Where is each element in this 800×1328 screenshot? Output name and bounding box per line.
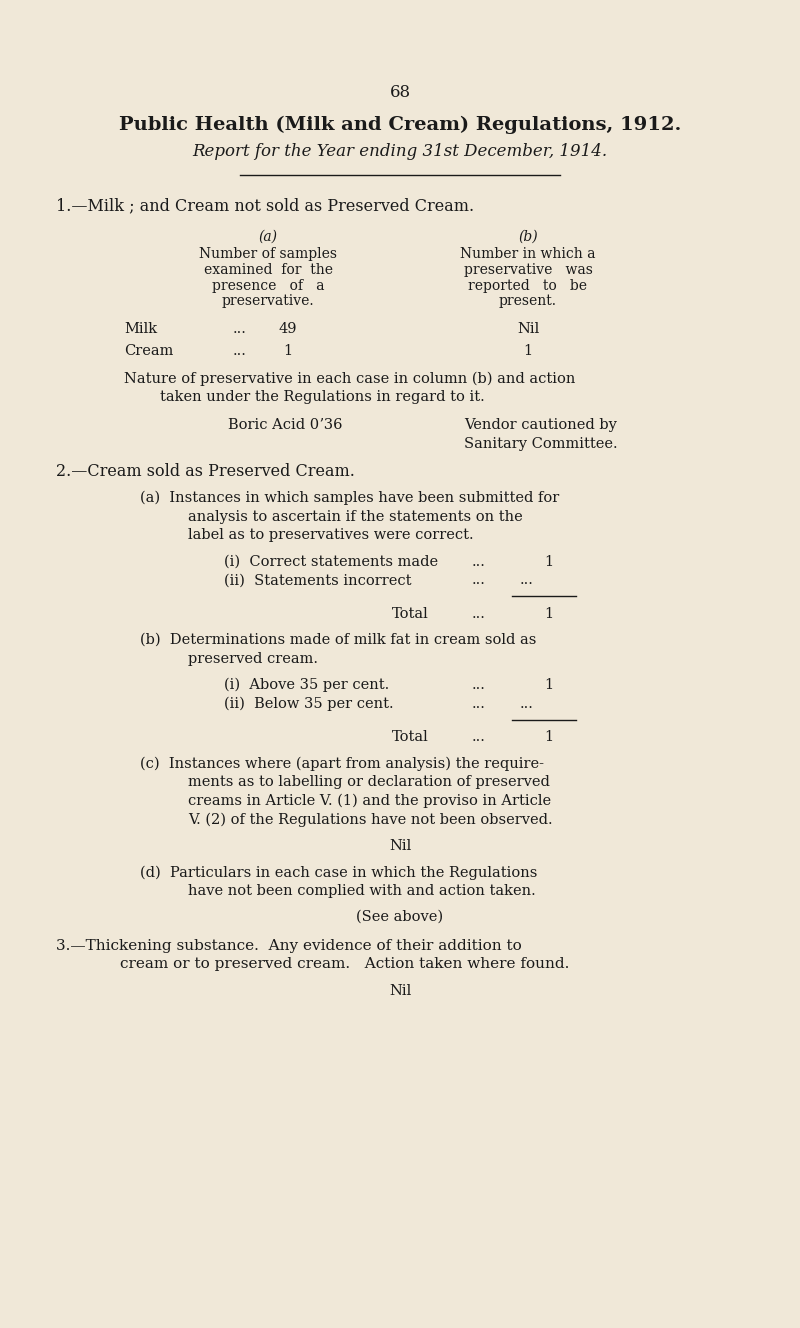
Text: preserved cream.: preserved cream. [188,652,318,665]
Text: preservative.: preservative. [222,295,314,308]
Text: Public Health (Milk and Cream) Regulations, 1912.: Public Health (Milk and Cream) Regulatio… [119,116,681,134]
Text: ...: ... [472,697,486,710]
Text: ...: ... [520,574,534,587]
Text: 49: 49 [278,323,298,336]
Text: ...: ... [472,574,486,587]
Text: have not been complied with and action taken.: have not been complied with and action t… [188,884,536,898]
Text: present.: present. [499,295,557,308]
Text: presence   of   a: presence of a [212,279,324,292]
Text: creams in Article V. (1) and the proviso in Article: creams in Article V. (1) and the proviso… [188,794,551,807]
Text: 2.—Cream sold as Preserved Cream.: 2.—Cream sold as Preserved Cream. [56,463,355,479]
Text: ...: ... [472,555,486,568]
Text: ...: ... [472,607,486,620]
Text: 3.—Thickening substance.  Any evidence of their addition to: 3.—Thickening substance. Any evidence of… [56,939,522,952]
Text: (a): (a) [258,230,278,243]
Text: examined  for  the: examined for the [203,263,333,276]
Text: (i)  Above 35 per cent.: (i) Above 35 per cent. [224,679,390,692]
Text: (See above): (See above) [357,910,443,923]
Text: Milk: Milk [124,323,157,336]
Text: Total: Total [392,607,429,620]
Text: analysis to ascertain if the statements on the: analysis to ascertain if the statements … [188,510,522,523]
Text: Sanitary Committee.: Sanitary Committee. [464,437,618,450]
Text: Nil: Nil [517,323,539,336]
Text: Vendor cautioned by: Vendor cautioned by [464,418,617,432]
Text: (b)  Determinations made of milk fat in cream sold as: (b) Determinations made of milk fat in c… [140,633,536,647]
Text: ...: ... [520,697,534,710]
Text: Number in which a: Number in which a [460,247,596,260]
Text: (ii)  Statements incorrect: (ii) Statements incorrect [224,574,411,587]
Text: (a)  Instances in which samples have been submitted for: (a) Instances in which samples have been… [140,491,559,505]
Text: taken under the Regulations in regard to it.: taken under the Regulations in regard to… [160,390,485,404]
Text: ments as to labelling or declaration of preserved: ments as to labelling or declaration of … [188,776,550,789]
Text: ...: ... [472,730,486,744]
Text: 1: 1 [523,344,533,357]
Text: Nil: Nil [389,984,411,997]
Text: ...: ... [233,344,247,357]
Text: Boric Acid 0ʼ36: Boric Acid 0ʼ36 [228,418,342,432]
Text: (d)  Particulars in each case in which the Regulations: (d) Particulars in each case in which th… [140,866,538,879]
Text: (i)  Correct statements made: (i) Correct statements made [224,555,438,568]
Text: 1: 1 [544,607,553,620]
Text: V. (2) of the Regulations have not been observed.: V. (2) of the Regulations have not been … [188,813,553,826]
Text: (c)  Instances where (apart from analysis) the require-: (c) Instances where (apart from analysis… [140,757,544,770]
Text: Cream: Cream [124,344,174,357]
Text: preservative   was: preservative was [463,263,593,276]
Text: label as to preservatives were correct.: label as to preservatives were correct. [188,529,474,542]
Text: (b): (b) [518,230,538,243]
Text: reported   to   be: reported to be [469,279,587,292]
Text: 68: 68 [390,85,410,101]
Text: Number of samples: Number of samples [199,247,337,260]
Text: 1: 1 [544,679,553,692]
Text: ...: ... [472,679,486,692]
Text: 1: 1 [283,344,293,357]
Text: 1.—Milk ; and Cream not sold as Preserved Cream.: 1.—Milk ; and Cream not sold as Preserve… [56,198,474,214]
Text: Report for the Year ending 31st December, 1914.: Report for the Year ending 31st December… [193,143,607,159]
Text: ...: ... [233,323,247,336]
Text: (ii)  Below 35 per cent.: (ii) Below 35 per cent. [224,697,394,710]
Text: Nature of preservative in each case in column (b) and action: Nature of preservative in each case in c… [124,372,575,385]
Text: Total: Total [392,730,429,744]
Text: 1: 1 [544,555,553,568]
Text: Nil: Nil [389,839,411,853]
Text: cream or to preserved cream.   Action taken where found.: cream or to preserved cream. Action take… [120,957,570,971]
Text: 1: 1 [544,730,553,744]
